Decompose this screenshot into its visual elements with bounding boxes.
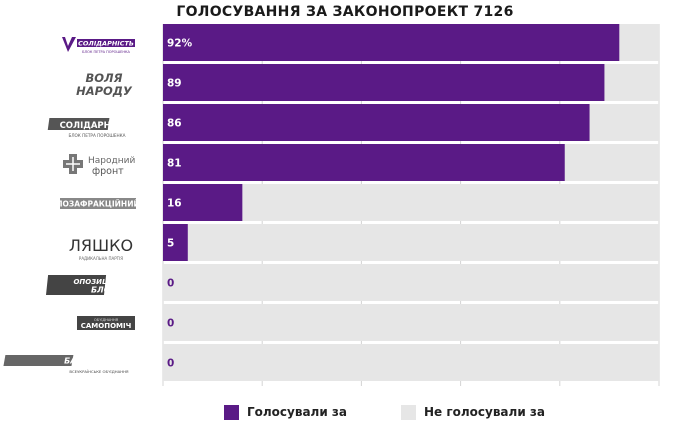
bar-not-for [589,104,659,141]
bar-not-for [163,344,659,381]
chart-title: ГОЛОСУВАННЯ ЗА ЗАКОНОПРОЕКТ 7126 [176,4,514,20]
value-label: 86 [167,118,182,130]
bar-for [163,144,565,181]
svg-text:СОЛІДАРНІСТЬ: СОЛІДАРНІСТЬ [60,121,133,131]
svg-text:БЛОК: БЛОК [91,286,118,295]
value-label: 89 [167,78,182,90]
legend-swatch-not-for [401,404,416,420]
svg-text:БЛОК ПЕТРА ПОРОШЕНКА: БЛОК ПЕТРА ПОРОШЕНКА [82,50,130,54]
svg-text:СОЛІДАРНІСТЬ: СОЛІДАРНІСТЬ [78,40,134,48]
bar-for [163,104,590,141]
logo-batkivshchyna: БАТЬКІВЩИНА ВСЕУКРАЇНСЬКЕ ОБ'ЄДНАННЯ [3,355,134,374]
legend-label-not-for: Не голосували за [424,405,545,419]
value-label: 92% [167,38,193,50]
bar-for [163,24,620,61]
svg-text:ОПОЗИЦІЙНИЙ: ОПОЗИЦІЙНИЙ [73,277,134,286]
logo-narodnyi-front: Народний фронт [63,154,135,177]
svg-text:ПОЗАФРАКЦІЙНИЙ: ПОЗАФРАКЦІЙНИЙ [56,200,140,209]
svg-text:ЛЯШКО: ЛЯШКО [69,236,133,255]
legend-label-for: Голосували за [247,405,347,419]
svg-text:фронт: фронт [92,166,124,177]
party-logos: СОЛІДАРНІСТЬ БЛОК ПЕТРА ПОРОШЕНКА ВОЛЯ Н… [3,37,140,374]
bar-not-for [163,264,659,301]
bar-not-for [242,184,660,221]
svg-text:ВОЛЯ: ВОЛЯ [86,71,123,85]
legend-item-for: Голосували за [224,403,347,421]
value-label: 0 [167,318,174,330]
svg-text:ОБ'ЄДНАННЯ: ОБ'ЄДНАННЯ [94,318,119,322]
value-label: 0 [167,278,174,290]
bar-not-for [163,304,659,341]
bar-not-for [619,24,659,61]
logo-opozytsiinyi-blok: ОПОЗИЦІЙНИЙ БЛОК [45,275,135,295]
logo-samopomich: ОБ'ЄДНАННЯ САМОПОМІЧ [77,316,135,330]
logo-lyashko: ЛЯШКО РАДИКАЛЬНА ПАРТІЯ [69,236,133,261]
legend-swatch-for [224,404,239,420]
value-label: 0 [167,358,174,370]
bar-not-for [604,64,659,101]
svg-text:РАДИКАЛЬНА ПАРТІЯ: РАДИКАЛЬНА ПАРТІЯ [79,256,123,261]
legend-item-not-for: Не голосували за [401,403,545,421]
svg-text:САМОПОМІЧ: САМОПОМІЧ [81,322,132,330]
svg-text:Народний: Народний [88,156,135,166]
bars-group [163,24,660,381]
svg-text:БЛОК ПЕТРА ПОРОШЕНКА: БЛОК ПЕТРА ПОРОШЕНКА [68,133,125,138]
value-label: 81 [167,158,182,170]
value-label: 16 [167,198,182,210]
bar-not-for [187,224,660,261]
bar-for [163,224,188,261]
value-label: 5 [167,238,174,250]
logo-bpp: СОЛІДАРНІСТЬ БЛОК ПЕТРА ПОРОШЕНКА [62,37,135,54]
value-labels-group: 92% 89 86 81 16 5 0 0 0 [167,38,193,370]
svg-text:ВСЕУКРАЇНСЬКЕ ОБ'ЄДНАННЯ: ВСЕУКРАЇНСЬКЕ ОБ'ЄДНАННЯ [69,369,129,374]
bar-for [163,64,605,101]
svg-text:БАТЬКІВЩИНА: БАТЬКІВЩИНА [64,357,134,366]
bar-not-for [564,144,659,181]
logo-solidarnist: СОЛІДАРНІСТЬ БЛОК ПЕТРА ПОРОШЕНКА [47,118,133,138]
bar-for [163,184,243,221]
svg-text:НАРОДУ: НАРОДУ [76,84,133,98]
logo-volya-narodu: ВОЛЯ НАРОДУ [76,71,133,98]
logo-pozafraktsiinyi: ПОЗАФРАКЦІЙНИЙ [56,198,140,209]
